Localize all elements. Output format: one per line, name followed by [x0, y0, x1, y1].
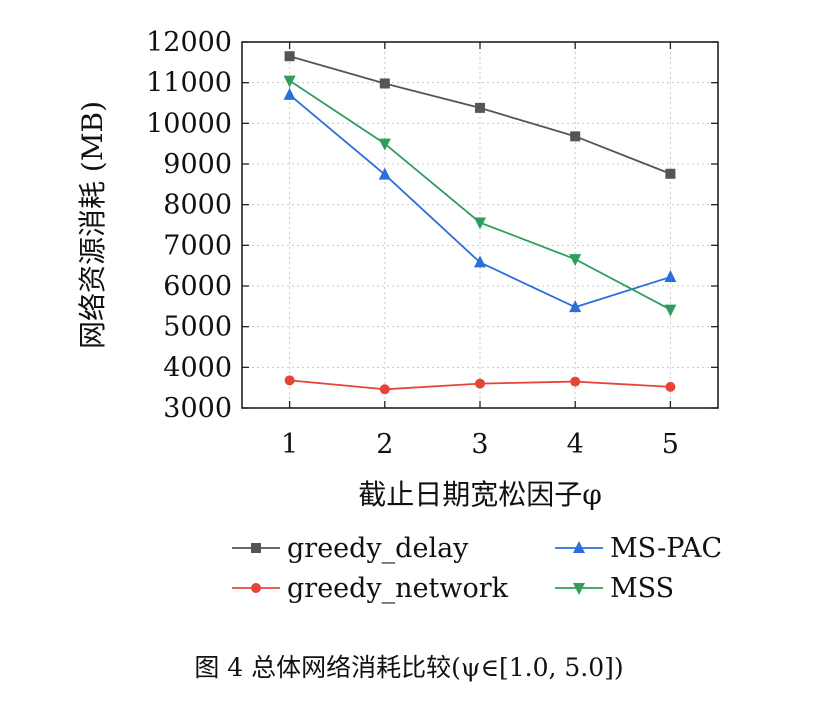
- legend-label: MSS: [610, 573, 674, 604]
- series-greedy-delay: [284, 51, 676, 179]
- data-point: [283, 87, 296, 100]
- y-tick-label: 8000: [163, 190, 232, 221]
- data-point: [284, 51, 295, 62]
- data-point: [664, 304, 677, 317]
- y-tick-label: 7000: [163, 230, 232, 261]
- y-tick-label: 10000: [146, 108, 232, 139]
- data-point: [379, 384, 390, 395]
- data-point: [475, 378, 485, 389]
- y-tick-label: 3000: [163, 393, 232, 424]
- data-point: [569, 300, 582, 313]
- series-line: [289, 79, 671, 311]
- series-line: [289, 94, 671, 309]
- data-point: [283, 75, 296, 88]
- x-axis-title: 截止日期宽松因子φ: [358, 478, 602, 511]
- data-point: [665, 168, 676, 179]
- legend-marker: [573, 541, 585, 553]
- legend-entry: greedy_network: [232, 573, 509, 604]
- data-point: [665, 381, 676, 392]
- x-tick-label: 1: [281, 429, 298, 460]
- legend-entry: greedy_delay: [232, 533, 469, 564]
- legend-entry: MS-PAC: [555, 533, 722, 564]
- series-greedy-network: [284, 375, 676, 395]
- legend: greedy_delay greedy_network MS-PAC MSS: [232, 533, 722, 604]
- y-tick-label: 11000: [146, 68, 232, 99]
- data-point: [570, 376, 581, 387]
- y-tick-label: 5000: [163, 312, 232, 343]
- legend-entry: MSS: [555, 573, 674, 604]
- y-tick-label: 12000: [146, 27, 232, 58]
- series-mss: [283, 75, 677, 317]
- y-tick-label: 6000: [163, 271, 232, 302]
- data-point: [570, 131, 581, 142]
- legend-label: greedy_network: [287, 573, 509, 604]
- legend-marker: [251, 583, 261, 593]
- y-axis-title: 网络资源消耗 (MB): [76, 101, 109, 349]
- legend-marker: [251, 543, 261, 553]
- series-ms-pac: [283, 87, 677, 313]
- data-point: [475, 102, 485, 113]
- y-tick-label: 9000: [163, 149, 232, 180]
- data-point: [474, 255, 486, 268]
- legend-label: MS-PAC: [610, 533, 722, 564]
- data-point: [379, 78, 390, 89]
- x-tick-label: 2: [376, 429, 393, 460]
- grid-lines: [242, 42, 718, 408]
- figure-caption: 图 4 总体网络消耗比较(ψ∈[1.0, 5.0]): [194, 653, 623, 682]
- x-tick-label: 3: [471, 429, 488, 460]
- y-tick-label: 4000: [163, 352, 232, 383]
- data-point: [664, 270, 677, 283]
- legend-marker: [573, 583, 585, 595]
- data-point: [378, 167, 391, 180]
- x-tick-label: 5: [662, 429, 679, 460]
- data-point: [284, 375, 295, 386]
- legend-label: greedy_delay: [287, 533, 469, 564]
- series-lines: [283, 51, 677, 395]
- axis-ticks: 3000400050006000700080009000100001100012…: [146, 27, 718, 460]
- data-point: [378, 138, 391, 151]
- data-point: [474, 217, 486, 230]
- x-tick-label: 4: [567, 429, 584, 460]
- data-point: [569, 254, 582, 267]
